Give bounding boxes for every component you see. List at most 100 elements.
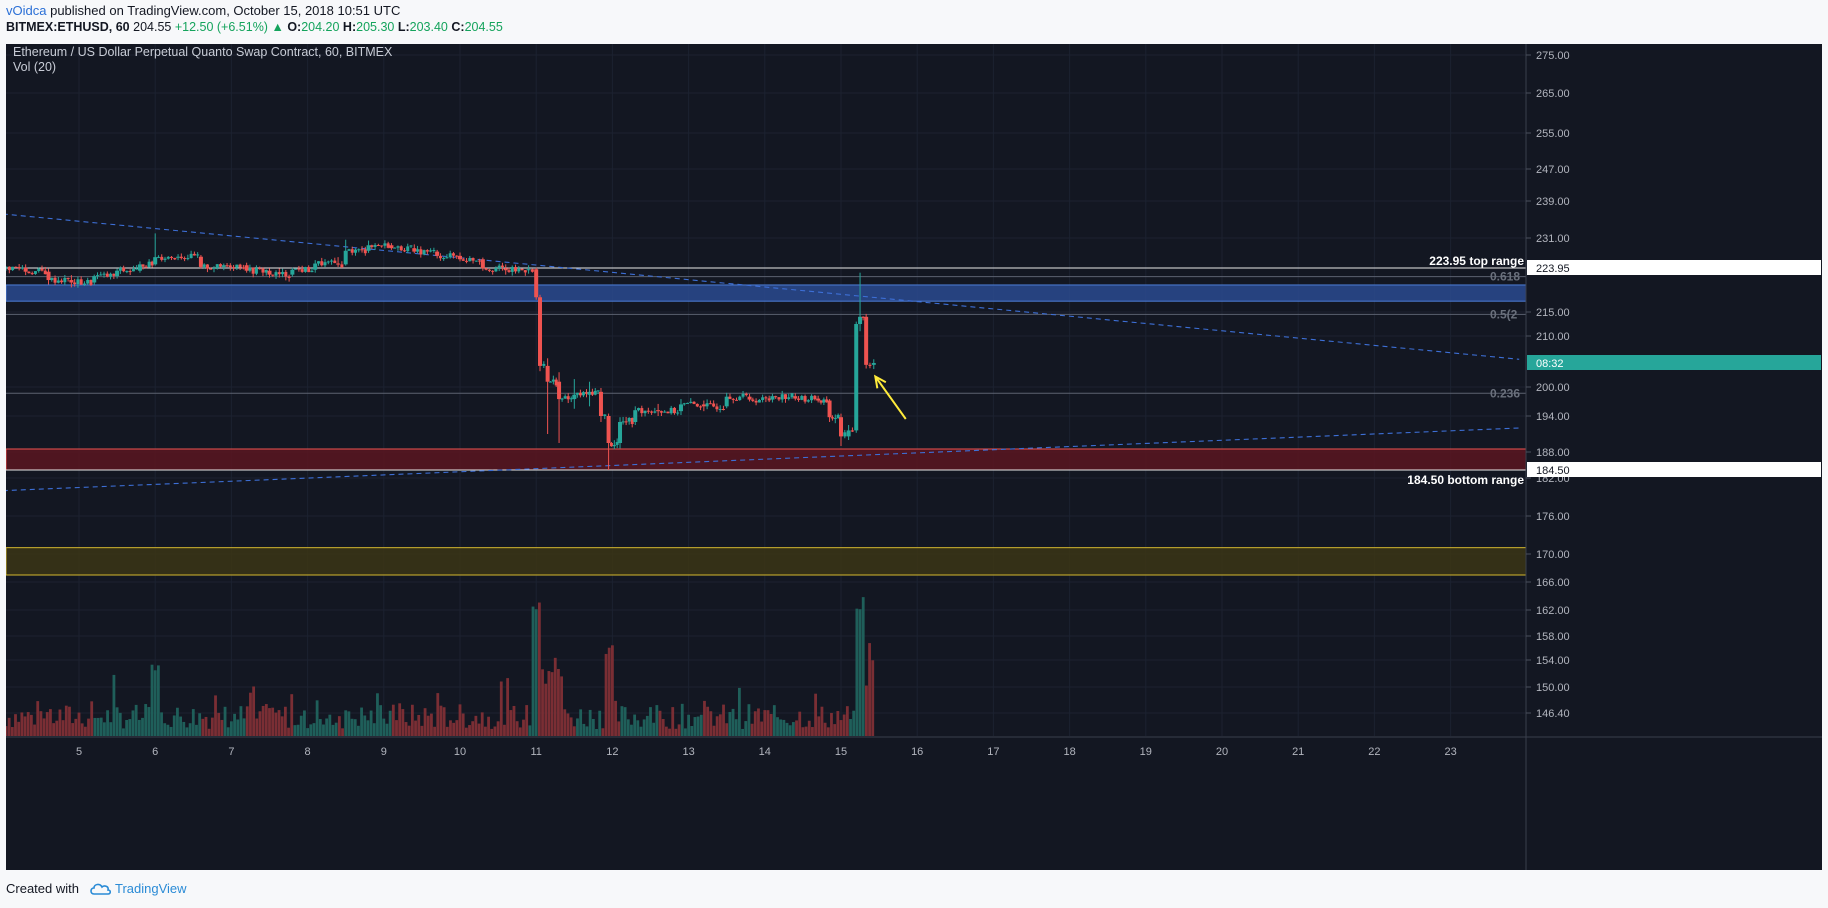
candle-body <box>215 264 219 268</box>
candle-body <box>170 256 174 258</box>
volume-bar <box>807 720 811 736</box>
tradingview-brand[interactable]: TradingView <box>89 881 187 896</box>
x-tick-label: 10 <box>454 746 466 758</box>
candle-body <box>871 363 876 365</box>
volume-bar <box>833 724 837 736</box>
volume-bar <box>99 717 103 736</box>
publish-line: vOidca published on TradingView.com, Oct… <box>6 3 400 18</box>
volume-bar <box>496 721 500 736</box>
volume-bar <box>798 711 802 736</box>
candle-body <box>11 266 15 271</box>
candle-body <box>689 401 693 403</box>
volume-bar <box>220 719 224 736</box>
volume-bar <box>33 724 36 736</box>
candle-body <box>66 277 70 279</box>
volume-bar <box>261 705 265 736</box>
volume-bar <box>572 726 576 736</box>
candle-body <box>682 403 686 405</box>
candle-body <box>448 253 452 258</box>
candle-body <box>17 267 21 269</box>
volume-bar <box>614 700 617 736</box>
candle-body <box>868 364 872 366</box>
x-tick-label: 16 <box>911 746 923 758</box>
author-link[interactable]: vOidca <box>6 3 47 18</box>
volume-bar <box>296 724 300 736</box>
candle-body <box>510 267 514 272</box>
candle-body <box>46 271 51 281</box>
volume-bar <box>738 687 741 736</box>
candle-body <box>659 411 663 413</box>
candle-body <box>487 269 491 271</box>
candle-body <box>228 265 232 268</box>
high-label: H: <box>342 20 357 34</box>
candle-body <box>827 400 832 418</box>
volume-bar <box>531 606 535 736</box>
candle-body <box>650 411 654 413</box>
volume-bar <box>477 723 481 736</box>
volume-bar <box>747 704 751 736</box>
candle-body <box>530 269 534 272</box>
volume-bar <box>141 717 144 736</box>
volume-bar <box>131 710 135 736</box>
candle-body <box>747 396 752 400</box>
volume-bar <box>242 718 246 736</box>
chart-svg[interactable]: 223.95 top range 184.50 bottom range 0.618… <box>0 44 1822 870</box>
candle-body <box>653 411 657 413</box>
volume-bar <box>268 708 271 736</box>
candle-body <box>128 271 132 273</box>
volume-bar <box>865 685 868 736</box>
volume-bar <box>249 692 252 736</box>
trendlines[interactable] <box>2 213 1520 492</box>
candle-body <box>630 417 634 425</box>
candle-body <box>27 271 31 274</box>
trendline-ascending[interactable] <box>2 427 1520 492</box>
candle-body <box>376 245 380 247</box>
volume-bar <box>118 712 122 736</box>
candle-body <box>451 253 455 256</box>
chart-pane[interactable]: 223.95 top range 184.50 bottom range 0.618… <box>0 44 1822 870</box>
y-tick-label: 239.00 <box>1536 196 1570 208</box>
volume-bar <box>709 711 713 736</box>
volume-bar <box>630 724 633 736</box>
candle-body <box>581 392 585 396</box>
volume-bar <box>188 723 192 736</box>
volume-bar <box>693 717 697 736</box>
volume-bar <box>185 727 189 736</box>
candle-body <box>402 250 406 252</box>
volume-bar <box>772 705 776 736</box>
volume-bar <box>776 717 779 736</box>
volume-bar <box>353 719 357 736</box>
candle-body <box>458 255 462 260</box>
price-axis[interactable] <box>1526 44 1822 870</box>
volume-bar <box>337 716 341 736</box>
candle-body <box>221 265 226 267</box>
candle-body <box>757 399 761 403</box>
candle-body <box>79 279 83 285</box>
volume-bar <box>458 704 462 736</box>
candle-body <box>557 381 562 400</box>
candle-body <box>603 414 607 416</box>
open-label: O: <box>287 20 302 34</box>
volume-bar <box>547 671 551 736</box>
candle-body <box>350 249 354 253</box>
volume-bar <box>49 709 52 736</box>
volume-bar <box>414 720 417 736</box>
candle-body <box>738 396 742 401</box>
volume-bar <box>318 719 322 736</box>
volume-bar <box>233 713 236 736</box>
annotation-arrow[interactable] <box>874 375 907 420</box>
candle-body <box>14 266 18 268</box>
annotations[interactable] <box>873 374 907 420</box>
volume-bar <box>579 709 583 736</box>
volume-bar <box>763 710 767 736</box>
symbol-label: BITMEX:ETHUSD, 60 <box>6 20 130 34</box>
price-tag-bottom: 184.50 <box>1536 465 1570 477</box>
candle-body <box>705 403 709 407</box>
trendline-descending[interactable] <box>2 213 1520 360</box>
chart-title: Ethereum / US Dollar Perpetual Quanto Sw… <box>13 45 393 59</box>
x-tick-label: 9 <box>381 746 387 758</box>
volume-bar <box>290 694 294 736</box>
volume-bar <box>852 710 856 736</box>
candle-body <box>297 268 301 270</box>
cloud-logo-icon <box>90 883 111 895</box>
